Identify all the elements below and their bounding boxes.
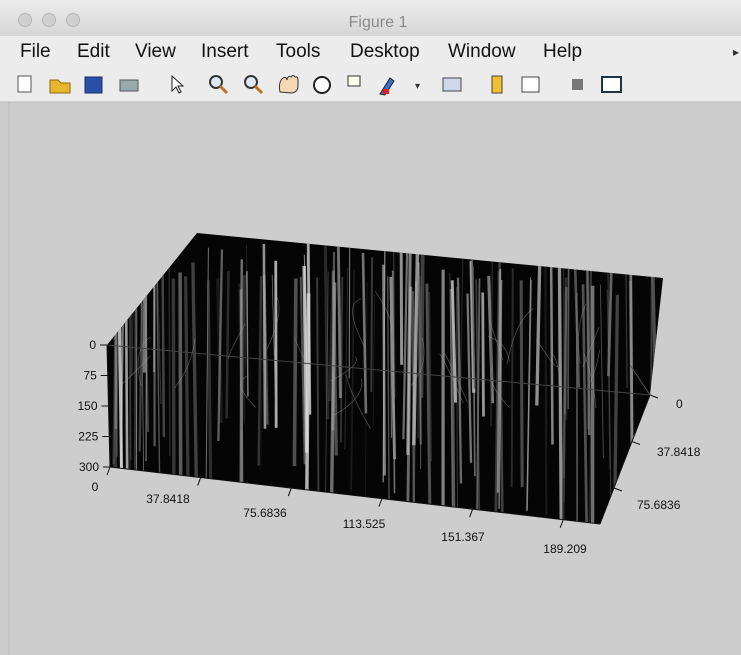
figure-window: Figure 1 File Edit View Insert Tools Desktop W… (0, 0, 741, 655)
rotate-icon[interactable] (314, 77, 330, 93)
minimize-button[interactable] (43, 14, 56, 27)
x-tick (107, 467, 110, 475)
y-tick-label: 75.6836 (637, 498, 681, 512)
streak (349, 248, 350, 379)
streak (371, 258, 372, 393)
z-tick-label: 150 (77, 399, 97, 413)
x-tick-label: 189.209 (543, 542, 587, 556)
print-icon[interactable] (120, 80, 138, 91)
brush-dropdown[interactable]: ▾ (415, 81, 420, 92)
y-tick (614, 488, 622, 491)
z-tick-label: 0 (89, 338, 96, 352)
page: Figure 1 File Edit View Insert Tools Desktop W… (0, 0, 741, 655)
streak (551, 242, 553, 444)
menu-item[interactable]: Insert (201, 41, 249, 62)
brush-red (383, 89, 389, 94)
close-button[interactable] (19, 14, 32, 27)
x-tick (470, 509, 473, 517)
hide-tools-icon[interactable] (572, 79, 583, 90)
x-tick (379, 499, 382, 507)
streak (131, 240, 132, 376)
streak (180, 272, 181, 510)
x-tick (288, 488, 291, 496)
streak (169, 238, 170, 456)
streak (512, 268, 513, 487)
legend-icon[interactable] (522, 77, 539, 92)
z-tick-label: 75 (83, 369, 97, 383)
menu-item[interactable]: Window (448, 41, 516, 62)
streak (173, 278, 174, 507)
dock-icon[interactable] (602, 77, 621, 92)
y-tick-label: 37.8418 (657, 445, 701, 459)
zoom-button[interactable] (67, 14, 80, 27)
y-tick (650, 395, 658, 398)
streak (126, 290, 127, 525)
toolbar (0, 66, 741, 102)
x-tick (560, 520, 563, 528)
menu-item[interactable]: Desktop (350, 41, 420, 62)
menu-item[interactable]: File (20, 41, 51, 62)
streak (422, 245, 423, 398)
streak (568, 240, 569, 409)
menu-overflow[interactable]: ▸ (733, 45, 739, 59)
streak (631, 268, 633, 482)
pan-icon[interactable] (279, 76, 298, 94)
streak (545, 236, 546, 515)
streak (483, 293, 484, 417)
new-icon[interactable] (18, 76, 31, 92)
menu-item[interactable]: Help (543, 41, 582, 62)
window-title: Figure 1 (349, 14, 408, 31)
streak (162, 252, 163, 437)
streak (521, 280, 522, 487)
menu-item[interactable]: Tools (276, 41, 320, 62)
z-tick-label: 225 (78, 430, 98, 444)
menu-item[interactable]: View (135, 41, 176, 62)
link-icon[interactable] (443, 78, 461, 91)
x-tick-label: 75.6836 (243, 506, 287, 520)
streak (247, 271, 248, 396)
x-tick (198, 478, 201, 486)
x-tick-label: 0 (92, 480, 99, 494)
datatip-icon[interactable] (348, 76, 360, 86)
z-tick-label: 300 (79, 460, 99, 474)
streak (294, 279, 296, 467)
save-icon[interactable] (85, 77, 102, 93)
y-tick-label: 0 (676, 397, 683, 411)
x-tick-label: 113.525 (343, 517, 386, 531)
x-tick-label: 37.8418 (146, 492, 190, 506)
streak (651, 260, 652, 488)
menu-item[interactable]: Edit (77, 41, 110, 62)
colorbar-icon[interactable] (492, 76, 502, 93)
streak (264, 244, 265, 429)
x-tick-label: 151.367 (441, 530, 485, 544)
y-tick (632, 442, 640, 445)
